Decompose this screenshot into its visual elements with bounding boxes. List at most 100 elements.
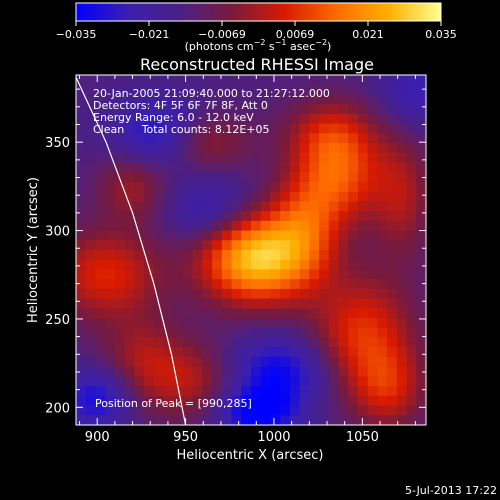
x-tick-label: 1000 [257, 430, 290, 445]
heatmap-cell [251, 143, 262, 154]
heatmap-cell [289, 327, 301, 339]
heatmap-cell [328, 250, 340, 261]
heatmap-cell [270, 366, 281, 377]
heatmap-cell [387, 318, 398, 329]
heatmap-cell [124, 298, 135, 309]
heatmap-cell [309, 318, 320, 329]
heatmap-cell [309, 104, 320, 115]
heatmap-cell [289, 201, 301, 212]
heatmap-cell [328, 84, 340, 96]
heatmap-cell [260, 230, 272, 241]
heatmap-cell [416, 415, 426, 425]
heatmap-cell [377, 337, 388, 348]
heatmap-cell [241, 318, 252, 329]
heatmap-cell [163, 327, 174, 339]
heatmap-cell [76, 104, 87, 115]
heatmap-cell [406, 143, 417, 154]
heatmap-cell [85, 308, 97, 319]
heatmap-cell [241, 181, 252, 193]
heatmap-cell [270, 94, 281, 105]
heatmap-cell [406, 75, 417, 86]
heatmap-cell [309, 259, 320, 271]
heatmap-cell [299, 366, 310, 377]
heatmap-cell [251, 259, 262, 271]
heatmap-cell [357, 240, 369, 251]
heatmap-cell [212, 366, 223, 377]
heatmap-cell [367, 75, 378, 86]
heatmap-cell [241, 172, 252, 183]
heatmap-cell [192, 201, 203, 212]
heatmap-cell [367, 172, 378, 183]
heatmap-cell [416, 327, 426, 339]
heatmap-cell [231, 220, 242, 232]
heatmap-cell [377, 220, 388, 232]
heatmap-cell [416, 75, 426, 86]
heatmap-cell [289, 162, 301, 173]
heatmap-cell [348, 230, 359, 241]
heatmap-cell [95, 250, 106, 261]
heatmap-cell [95, 405, 106, 416]
heatmap-cell [406, 191, 417, 202]
heatmap-cell [241, 337, 252, 348]
heatmap-cell [95, 288, 106, 300]
heatmap-cell [299, 298, 310, 309]
heatmap-cell [76, 172, 87, 183]
heatmap-cell [280, 376, 291, 387]
heatmap-cell [406, 113, 417, 125]
heatmap-cell [319, 279, 330, 290]
heatmap-cell [182, 288, 194, 300]
heatmap-cell [76, 347, 87, 358]
heatmap-cell [406, 395, 417, 407]
heatmap-cell [134, 181, 145, 193]
render-date: 5-Jul-2013 17:22 [405, 484, 497, 497]
heatmap-cell [280, 162, 291, 173]
heatmap-cell [231, 337, 242, 348]
heatmap-cell [251, 250, 262, 261]
heatmap-cell [95, 181, 106, 193]
heatmap-cell [105, 143, 116, 154]
heatmap-cell [299, 133, 310, 144]
heatmap-cell [260, 250, 272, 261]
heatmap-cell [270, 240, 281, 251]
heatmap-cell [182, 240, 194, 251]
heatmap-cell [212, 376, 223, 387]
heatmap-cell [289, 356, 301, 368]
heatmap-cell [387, 123, 398, 134]
heatmap-cell [416, 162, 426, 173]
heatmap-cell [241, 240, 252, 251]
heatmap-cell [153, 133, 165, 144]
heatmap-cell [163, 269, 174, 280]
heatmap-cell [144, 405, 155, 416]
heatmap-cell [202, 347, 213, 358]
heatmap-cell [377, 376, 388, 387]
heatmap-cell [367, 211, 378, 222]
heatmap-cell [173, 269, 184, 280]
heatmap-cell [260, 162, 272, 173]
heatmap-cell [105, 220, 116, 232]
heatmap-cell [173, 395, 184, 407]
heatmap-cell [289, 250, 301, 261]
heatmap-cell [396, 366, 408, 377]
heatmap-cell [357, 318, 369, 329]
heatmap-cell [163, 250, 174, 261]
heatmap-cell [367, 259, 378, 271]
heatmap-cell [280, 298, 291, 309]
heatmap-cell [299, 250, 310, 261]
heatmap-cell [367, 356, 378, 368]
heatmap-cell [289, 220, 301, 232]
heatmap-cell [231, 230, 242, 241]
heatmap-cell [280, 327, 291, 339]
heatmap-cell [134, 415, 145, 425]
heatmap-cell [182, 366, 194, 377]
heatmap-cell [192, 269, 203, 280]
heatmap-cell [221, 181, 233, 193]
heatmap-cell [251, 201, 262, 212]
heatmap-cell [144, 230, 155, 241]
heatmap-cell [134, 288, 145, 300]
heatmap-cell [319, 250, 330, 261]
heatmap-cell [95, 230, 106, 241]
heatmap-cell [387, 191, 398, 202]
heatmap-cell [85, 366, 97, 377]
heatmap-cell [192, 386, 203, 397]
heatmap-cell [357, 230, 369, 241]
